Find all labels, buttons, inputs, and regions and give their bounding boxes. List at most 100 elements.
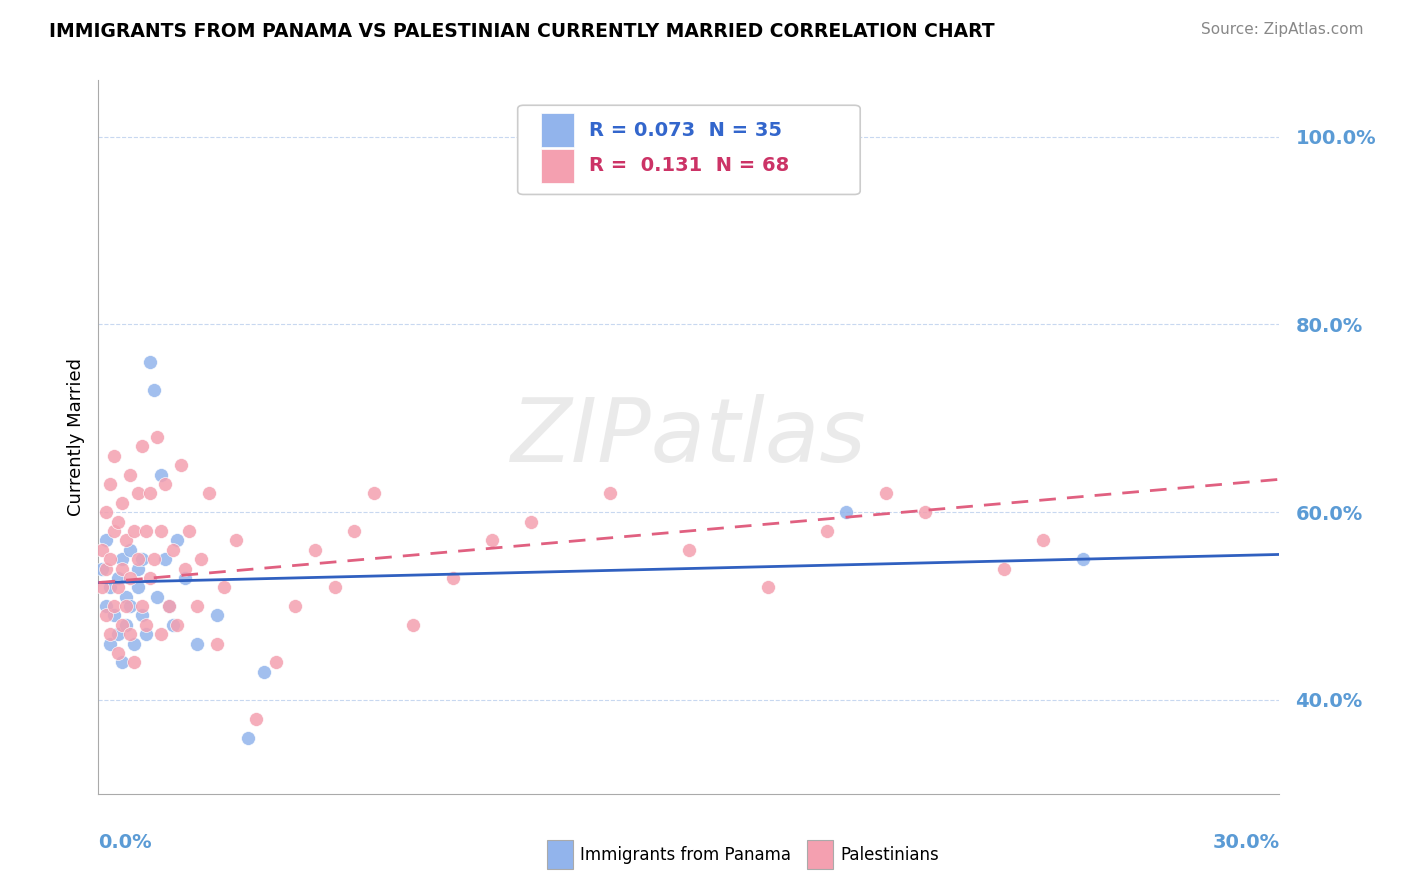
Text: Palestinians: Palestinians	[841, 846, 939, 863]
Point	[118, 542, 141, 557]
Point	[142, 552, 165, 566]
Point	[103, 608, 125, 623]
Point	[138, 355, 160, 369]
Point	[162, 542, 184, 557]
Point	[98, 580, 121, 594]
Text: R =  0.131  N = 68: R = 0.131 N = 68	[589, 156, 789, 176]
Point	[107, 646, 129, 660]
Point	[91, 580, 114, 594]
Point	[127, 580, 149, 594]
Point	[323, 580, 346, 594]
Point	[135, 524, 157, 538]
Point	[96, 608, 118, 623]
Point	[186, 599, 208, 613]
Point	[111, 561, 134, 575]
Point	[875, 486, 897, 500]
Point	[150, 467, 173, 482]
Point	[138, 486, 160, 500]
Point	[131, 608, 153, 623]
FancyBboxPatch shape	[547, 840, 574, 869]
Point	[127, 486, 149, 500]
Point	[91, 542, 114, 557]
Point	[131, 440, 153, 454]
Point	[98, 627, 121, 641]
Point	[103, 449, 125, 463]
Point	[599, 486, 621, 500]
Point	[107, 515, 129, 529]
Point	[142, 383, 165, 397]
Point	[166, 533, 188, 548]
Point	[107, 571, 129, 585]
Point	[98, 552, 121, 566]
Point	[118, 627, 141, 641]
Point	[135, 618, 157, 632]
Y-axis label: Currently Married: Currently Married	[66, 358, 84, 516]
Point	[111, 656, 134, 670]
Point	[135, 627, 157, 641]
Point	[236, 731, 259, 745]
Point	[157, 599, 180, 613]
Point	[177, 524, 200, 538]
Point	[127, 552, 149, 566]
Point	[214, 580, 236, 594]
FancyBboxPatch shape	[541, 113, 575, 147]
Point	[118, 599, 141, 613]
Point	[304, 542, 326, 557]
Point	[190, 552, 212, 566]
Point	[205, 637, 228, 651]
Text: 30.0%: 30.0%	[1212, 833, 1279, 852]
Point	[186, 637, 208, 651]
Point	[103, 524, 125, 538]
Text: Source: ZipAtlas.com: Source: ZipAtlas.com	[1201, 22, 1364, 37]
Point	[146, 430, 169, 444]
Point	[118, 467, 141, 482]
Point	[150, 627, 173, 641]
Text: ZIPatlas: ZIPatlas	[512, 394, 866, 480]
Point	[835, 505, 858, 519]
Point	[96, 533, 118, 548]
Point	[115, 618, 138, 632]
Point	[115, 590, 138, 604]
Point	[481, 533, 503, 548]
Point	[264, 656, 287, 670]
Point	[284, 599, 307, 613]
Point	[225, 533, 247, 548]
Point	[127, 561, 149, 575]
Point	[343, 524, 366, 538]
FancyBboxPatch shape	[807, 840, 832, 869]
Point	[170, 458, 193, 473]
Point	[914, 505, 936, 519]
Point	[146, 590, 169, 604]
Point	[993, 561, 1015, 575]
Point	[138, 571, 160, 585]
Point	[162, 618, 184, 632]
Point	[122, 656, 145, 670]
Point	[98, 477, 121, 491]
Point	[174, 561, 197, 575]
Point	[98, 637, 121, 651]
Point	[1071, 552, 1094, 566]
Point	[96, 599, 118, 613]
Point	[131, 552, 153, 566]
Point	[402, 618, 425, 632]
Point	[441, 571, 464, 585]
Point	[253, 665, 276, 679]
Point	[1032, 533, 1054, 548]
Point	[815, 524, 838, 538]
Point	[111, 496, 134, 510]
Point	[118, 571, 141, 585]
Point	[115, 599, 138, 613]
Point	[197, 486, 219, 500]
Point	[107, 580, 129, 594]
Point	[131, 599, 153, 613]
Point	[155, 552, 177, 566]
Point	[157, 599, 180, 613]
Point	[155, 477, 177, 491]
Point	[174, 571, 197, 585]
FancyBboxPatch shape	[541, 149, 575, 183]
Point	[103, 599, 125, 613]
Text: R = 0.073  N = 35: R = 0.073 N = 35	[589, 120, 782, 140]
Point	[115, 533, 138, 548]
Point	[363, 486, 385, 500]
Point	[678, 542, 700, 557]
